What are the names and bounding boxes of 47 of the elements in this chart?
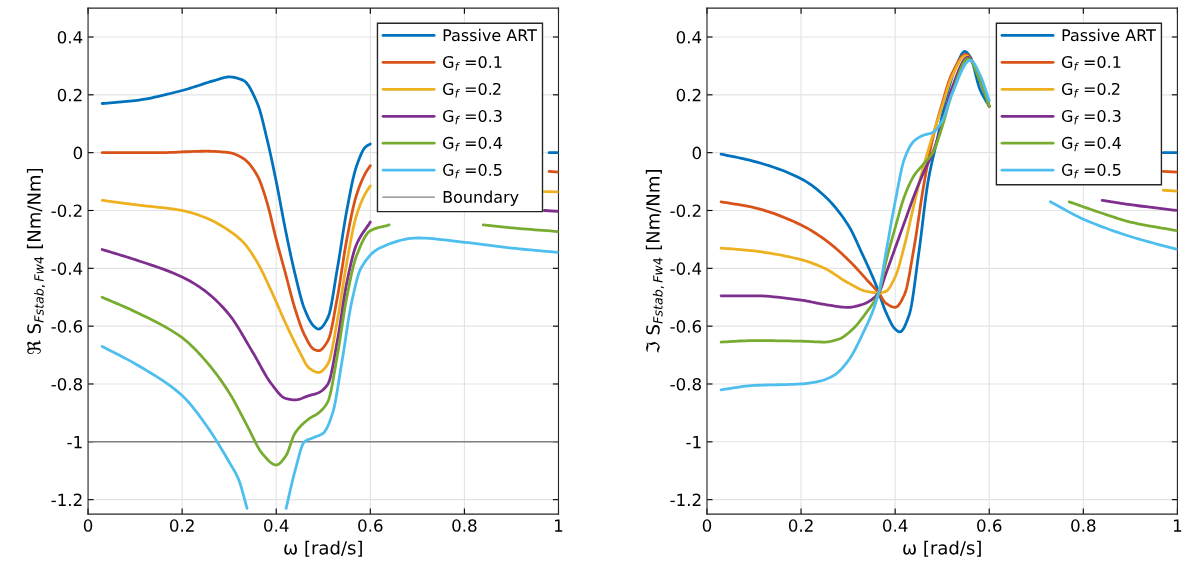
- y-tick-label: 0: [73, 146, 83, 160]
- y-tick-label: 0.4: [676, 30, 702, 44]
- y-tick-label: -0.8: [51, 377, 83, 391]
- legend-label: G$_{f}$ =0.4: [443, 136, 503, 152]
- y-tick-label: -1.2: [670, 493, 701, 506]
- x-tick-label: 1: [1173, 519, 1182, 532]
- x-tick-label: 0: [83, 519, 93, 532]
- legend-label: Passive ART: [443, 28, 537, 42]
- x-axis-title: ω [rad/s]: [284, 540, 362, 557]
- x-tick-label: 0.4: [264, 519, 289, 532]
- x-tick-label: 0.8: [1071, 519, 1096, 532]
- x-tick-label: 0.4: [883, 519, 908, 532]
- y-tick-label: 0.2: [676, 88, 701, 102]
- x-tick-label: 0.2: [169, 519, 194, 532]
- y-axis-title: ℑ S$_{Fstab,Fw4}$ [Nm/Nm]: [645, 170, 664, 353]
- legend-label: G$_{f}$ =0.5: [1061, 163, 1121, 179]
- legend-label: G$_{f}$ =0.4: [1061, 136, 1121, 152]
- legend-label: G$_{f}$ =0.2: [443, 82, 501, 98]
- legend-label: G$_{f}$ =0.3: [443, 109, 502, 125]
- y-tick-label: -0.8: [670, 377, 701, 391]
- y-tick-label: -0.6: [51, 320, 83, 333]
- y-tick-label: -0.4: [670, 262, 702, 275]
- legend-label: G$_{f}$ =0.1: [443, 55, 502, 71]
- y-tick-label: 0: [692, 146, 701, 160]
- x-tick-label: 0.6: [977, 519, 1002, 532]
- y-tick-label: -0.2: [670, 204, 701, 218]
- y-tick-label: 0.4: [57, 30, 83, 44]
- legend-label: G$_{f}$ =0.2: [1061, 82, 1120, 98]
- legend-label: G$_{f}$ =0.3: [1061, 109, 1121, 125]
- x-tick-label: 0.6: [358, 519, 383, 532]
- y-tick-label: -1: [67, 436, 82, 449]
- x-tick-label: 0.2: [788, 519, 813, 532]
- y-axis-title: ℜ S$_{Fstab,Fw4}$ [Nm/Nm]: [26, 168, 46, 355]
- x-tick-label: 0.8: [452, 519, 477, 532]
- y-tick-label: -0.4: [51, 262, 83, 275]
- x-tick-label: 0: [702, 519, 712, 532]
- x-tick-label: 1: [555, 519, 563, 532]
- y-tick-label: -1: [686, 436, 701, 449]
- legend-label: G$_{f}$ =0.1: [1061, 55, 1121, 71]
- y-tick-label: 0.2: [57, 88, 82, 102]
- legend-label: Boundary: [443, 190, 519, 207]
- legend-label: G$_{f}$ =0.5: [443, 163, 502, 179]
- legend-label: Passive ART: [1062, 28, 1156, 42]
- y-tick-label: -0.2: [51, 204, 82, 218]
- y-tick-label: -0.6: [670, 320, 702, 333]
- x-axis-title: ω [rad/s]: [903, 540, 981, 557]
- y-tick-label: -1.2: [51, 493, 82, 506]
